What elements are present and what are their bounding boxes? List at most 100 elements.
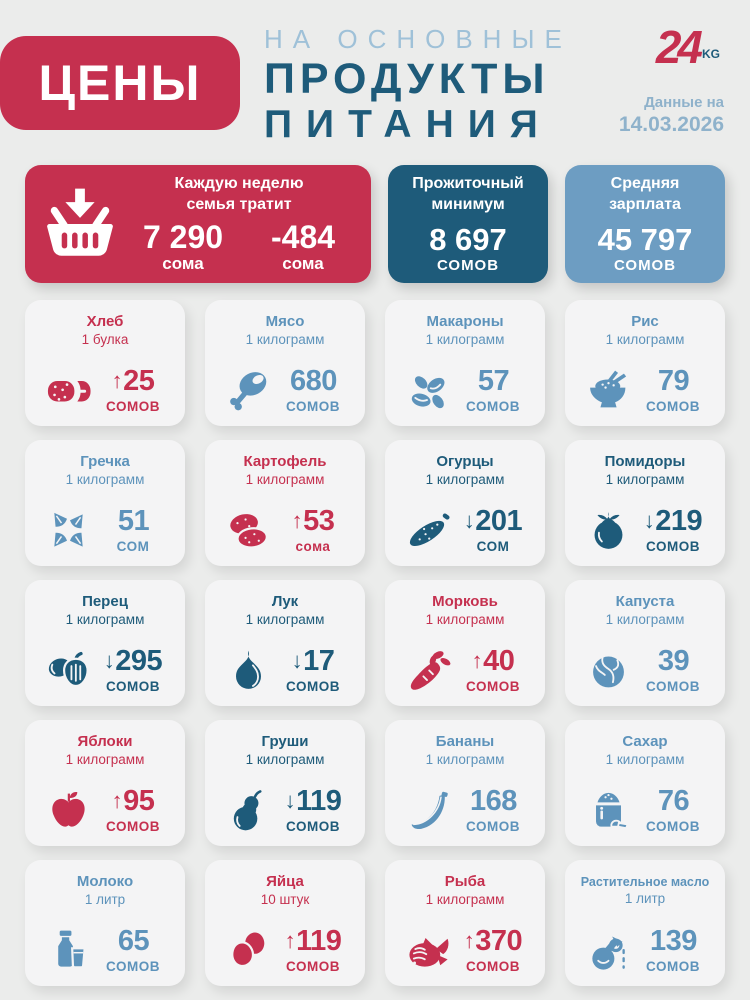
product-quantity: 10 штук <box>260 892 310 908</box>
product-price-unit: СОМОВ <box>646 399 700 414</box>
product-card: Гречка 1 килограмм 51 СОМ <box>25 440 185 566</box>
product-price-unit: СОМОВ <box>106 959 160 974</box>
average-salary-card: Средняя зарплата 45 797 СОМОВ <box>565 165 725 283</box>
product-card: Рис 1 килограмм 79 СОМОВ <box>565 300 725 426</box>
product-card: Молоко 1 литр 65 СОМОВ <box>25 860 185 986</box>
product-body: 51 СОМ <box>31 507 179 554</box>
product-price-unit: СОМОВ <box>106 819 160 834</box>
product-name: Мясо <box>265 313 305 330</box>
product-body: 57 СОМОВ <box>391 367 539 414</box>
product-price: ↑370 СОМОВ <box>461 927 525 975</box>
product-price-value: 201 <box>475 505 523 537</box>
data-date-block: Данные на 14.03.2026 <box>619 94 724 137</box>
product-price-row: ↑95 <box>101 787 165 816</box>
trend-up-arrow-icon: ↑ <box>463 928 475 953</box>
weekly-spend-card: Каждую неделю семья тратит 7 290 сома -4… <box>25 165 371 283</box>
product-quantity: 1 килограмм <box>65 752 145 768</box>
product-body: ↓295 СОМОВ <box>31 647 179 694</box>
header: ЦЕНЫ НА ОСНОВНЫЕ ПРОДУКТЫ ПИТАНИЯ 24 KG … <box>0 0 750 152</box>
product-price-value: 51 <box>117 505 150 537</box>
product-name: Рис <box>631 313 659 330</box>
product-body: 65 СОМОВ <box>31 927 179 974</box>
product-price-row: 76 <box>641 787 705 816</box>
amount-value: 7 290 <box>142 218 224 255</box>
product-card: Яблоки 1 килограмм ↑95 СОМОВ <box>25 720 185 846</box>
trend-up-arrow-icon: ↑ <box>111 368 123 393</box>
product-body: 79 СОМОВ <box>571 367 719 414</box>
product-grid: Хлеб 1 булка ↑25 СОМОВ Мясо 1 килограмм … <box>25 300 725 986</box>
product-price-unit: СОМОВ <box>646 819 700 834</box>
card-label: Средняя зарплата <box>609 174 681 216</box>
product-name: Бананы <box>435 733 495 750</box>
product-price-row: 39 <box>641 647 705 676</box>
product-price-unit: СОМОВ <box>286 679 340 694</box>
product-quantity: 1 килограмм <box>425 752 505 768</box>
rice-icon <box>585 367 632 414</box>
product-price-value: 40 <box>483 645 515 677</box>
label-line: зарплата <box>609 196 681 213</box>
product-price: 65 СОМОВ <box>101 925 165 975</box>
logo-number: 24 <box>655 21 703 73</box>
milk-icon <box>45 927 92 974</box>
product-price-value: 76 <box>657 785 690 817</box>
product-price-value: 39 <box>657 645 690 677</box>
product-price-row: 139 <box>641 927 705 956</box>
product-price-unit: СОМ <box>116 539 150 554</box>
product-price-row: 57 <box>461 367 525 396</box>
product-price: ↓219 СОМОВ <box>641 507 705 555</box>
product-price-value: 65 <box>117 925 150 957</box>
product-price-row: 680 <box>281 367 345 396</box>
trend-down-arrow-icon: ↓ <box>284 788 296 813</box>
product-card: Огурцы 1 килограмм ↓201 СОМ <box>385 440 545 566</box>
product-quantity: 1 килограмм <box>425 612 505 628</box>
product-quantity: 1 килограмм <box>65 612 145 628</box>
label-line: Каждую неделю <box>174 175 304 193</box>
tomato-icon <box>585 507 632 554</box>
product-body: ↑40 СОМОВ <box>391 647 539 694</box>
product-price-unit: СОМОВ <box>286 819 340 834</box>
product-quantity: 1 килограмм <box>245 612 325 628</box>
product-price-row: 168 <box>461 787 525 816</box>
product-quantity: 1 килограмм <box>605 472 685 488</box>
product-card: Картофель 1 килограмм ↑53 сома <box>205 440 365 566</box>
pasta-icon <box>405 367 452 414</box>
trend-down-arrow-icon: ↓ <box>643 508 655 533</box>
product-price: ↑25 СОМОВ <box>101 367 165 415</box>
product-price-unit: СОМОВ <box>466 959 520 974</box>
badge-text: ЦЕНЫ <box>38 55 202 111</box>
product-price-unit: СОМОВ <box>466 399 520 414</box>
product-price-value: 119 <box>296 785 342 817</box>
product-name: Огурцы <box>436 453 494 470</box>
product-price: 57 СОМОВ <box>461 367 525 415</box>
product-price-row: 51 <box>101 507 165 536</box>
product-card: Мясо 1 килограмм 680 СОМОВ <box>205 300 365 426</box>
product-price: 76 СОМОВ <box>641 787 705 835</box>
product-price: 51 СОМ <box>101 507 165 555</box>
product-price-row: ↓201 <box>461 507 525 536</box>
meat-icon <box>225 367 272 414</box>
product-price-value: 168 <box>470 785 517 817</box>
product-price-value: 57 <box>477 365 510 397</box>
product-name: Яблоки <box>77 733 133 750</box>
oil-icon <box>585 927 632 974</box>
label-line: Прожиточный <box>412 175 524 193</box>
product-price: ↑95 СОМОВ <box>101 787 165 835</box>
bread-icon <box>45 367 92 414</box>
amount-value: 45 797 <box>597 221 693 257</box>
product-price-unit: СОМОВ <box>646 959 700 974</box>
title-block: НА ОСНОВНЫЕ ПРОДУКТЫ ПИТАНИЯ <box>264 25 572 147</box>
product-body: ↑25 СОМОВ <box>31 367 179 414</box>
product-quantity: 1 килограмм <box>605 332 685 348</box>
amount-unit: СОМОВ <box>613 256 677 274</box>
trend-down-arrow-icon: ↓ <box>103 648 115 673</box>
eggs-icon <box>225 927 272 974</box>
product-price-unit: СОМОВ <box>286 959 340 974</box>
product-price: ↓17 СОМОВ <box>281 647 345 695</box>
date-value: 14.03.2026 <box>618 113 724 136</box>
product-price: 79 СОМОВ <box>641 367 705 415</box>
product-name: Груши <box>261 733 309 750</box>
product-card: Сахар 1 килограмм 76 СОМОВ <box>565 720 725 846</box>
product-price-row: ↑53 <box>281 507 345 536</box>
product-price-row: ↓17 <box>281 647 345 676</box>
product-card: Яйца 10 штук ↑119 СОМОВ <box>205 860 365 986</box>
